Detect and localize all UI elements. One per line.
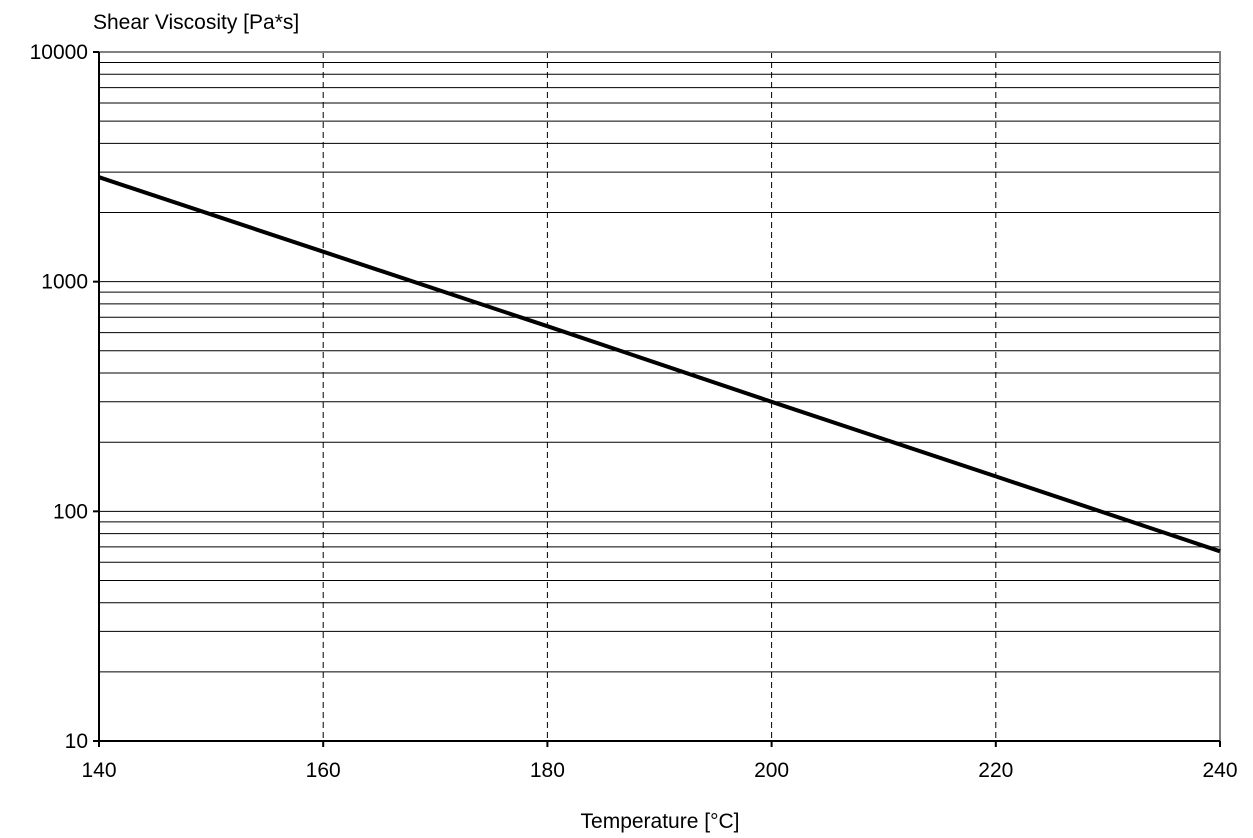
x-tick-label: 220 — [978, 759, 1013, 782]
x-gridlines — [322, 52, 997, 741]
x-tick-labels: 140 160 180 200 220 240 — [81, 741, 1238, 782]
y-tick-label: 100 — [53, 500, 88, 523]
y-tick-label: 10 — [65, 730, 88, 753]
x-tick-label: 180 — [530, 759, 565, 782]
y-tick-labels: 10 100 1000 10000 — [30, 41, 99, 753]
x-tick-label: 240 — [1202, 759, 1237, 782]
y-tick-label: 1000 — [41, 271, 88, 294]
x-tick-label: 140 — [81, 759, 116, 782]
y-axis-label: Shear Viscosity [Pa*s] — [93, 11, 299, 34]
y-gridlines — [99, 62, 1220, 673]
plot-frame — [98, 51, 1221, 742]
y-tick-label: 10000 — [30, 41, 88, 64]
axes — [98, 52, 1220, 742]
series-line-0 — [98, 175, 1221, 554]
x-tick-label: 160 — [306, 759, 341, 782]
series-group — [98, 175, 1221, 554]
x-axis-label: Temperature [°C] — [581, 810, 740, 833]
x-tick-label: 200 — [754, 759, 789, 782]
